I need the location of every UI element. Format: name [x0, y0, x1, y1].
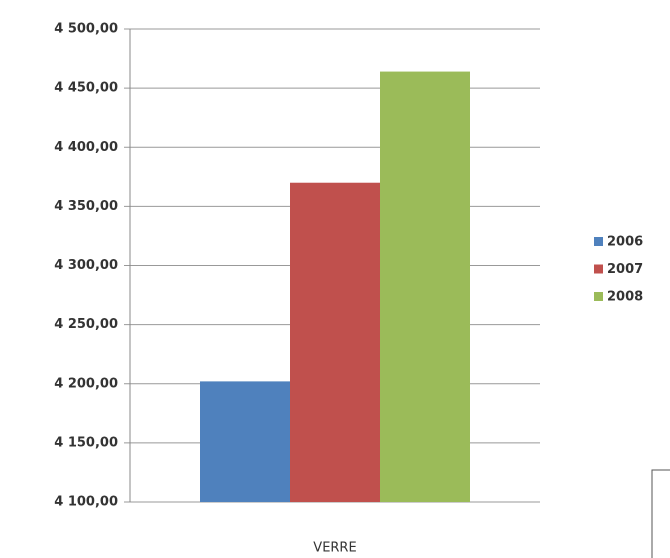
y-tick-label: 4 350,00 — [54, 199, 118, 214]
bar — [200, 381, 290, 502]
legend-label: 2008 — [607, 290, 643, 305]
y-tick-label: 4 500,00 — [54, 22, 118, 37]
bar — [380, 71, 470, 502]
y-tick-label: 4 450,00 — [54, 81, 118, 96]
x-tick-label: VERRE — [313, 541, 356, 556]
y-tick-label: 4 100,00 — [54, 495, 118, 510]
legend-swatch — [594, 237, 603, 246]
legend-swatch — [594, 264, 603, 274]
y-tick-label: 4 150,00 — [54, 435, 118, 450]
legend-label: 2007 — [607, 262, 643, 277]
bar — [290, 182, 380, 502]
y-tick-label: 4 400,00 — [54, 140, 118, 155]
y-tick-label: 4 200,00 — [54, 376, 118, 391]
legend-label: 2006 — [607, 235, 643, 250]
legend-swatch — [594, 292, 603, 301]
frame — [651, 469, 670, 558]
y-tick-label: 4 300,00 — [54, 258, 118, 273]
y-tick-label: 4 250,00 — [54, 317, 118, 332]
